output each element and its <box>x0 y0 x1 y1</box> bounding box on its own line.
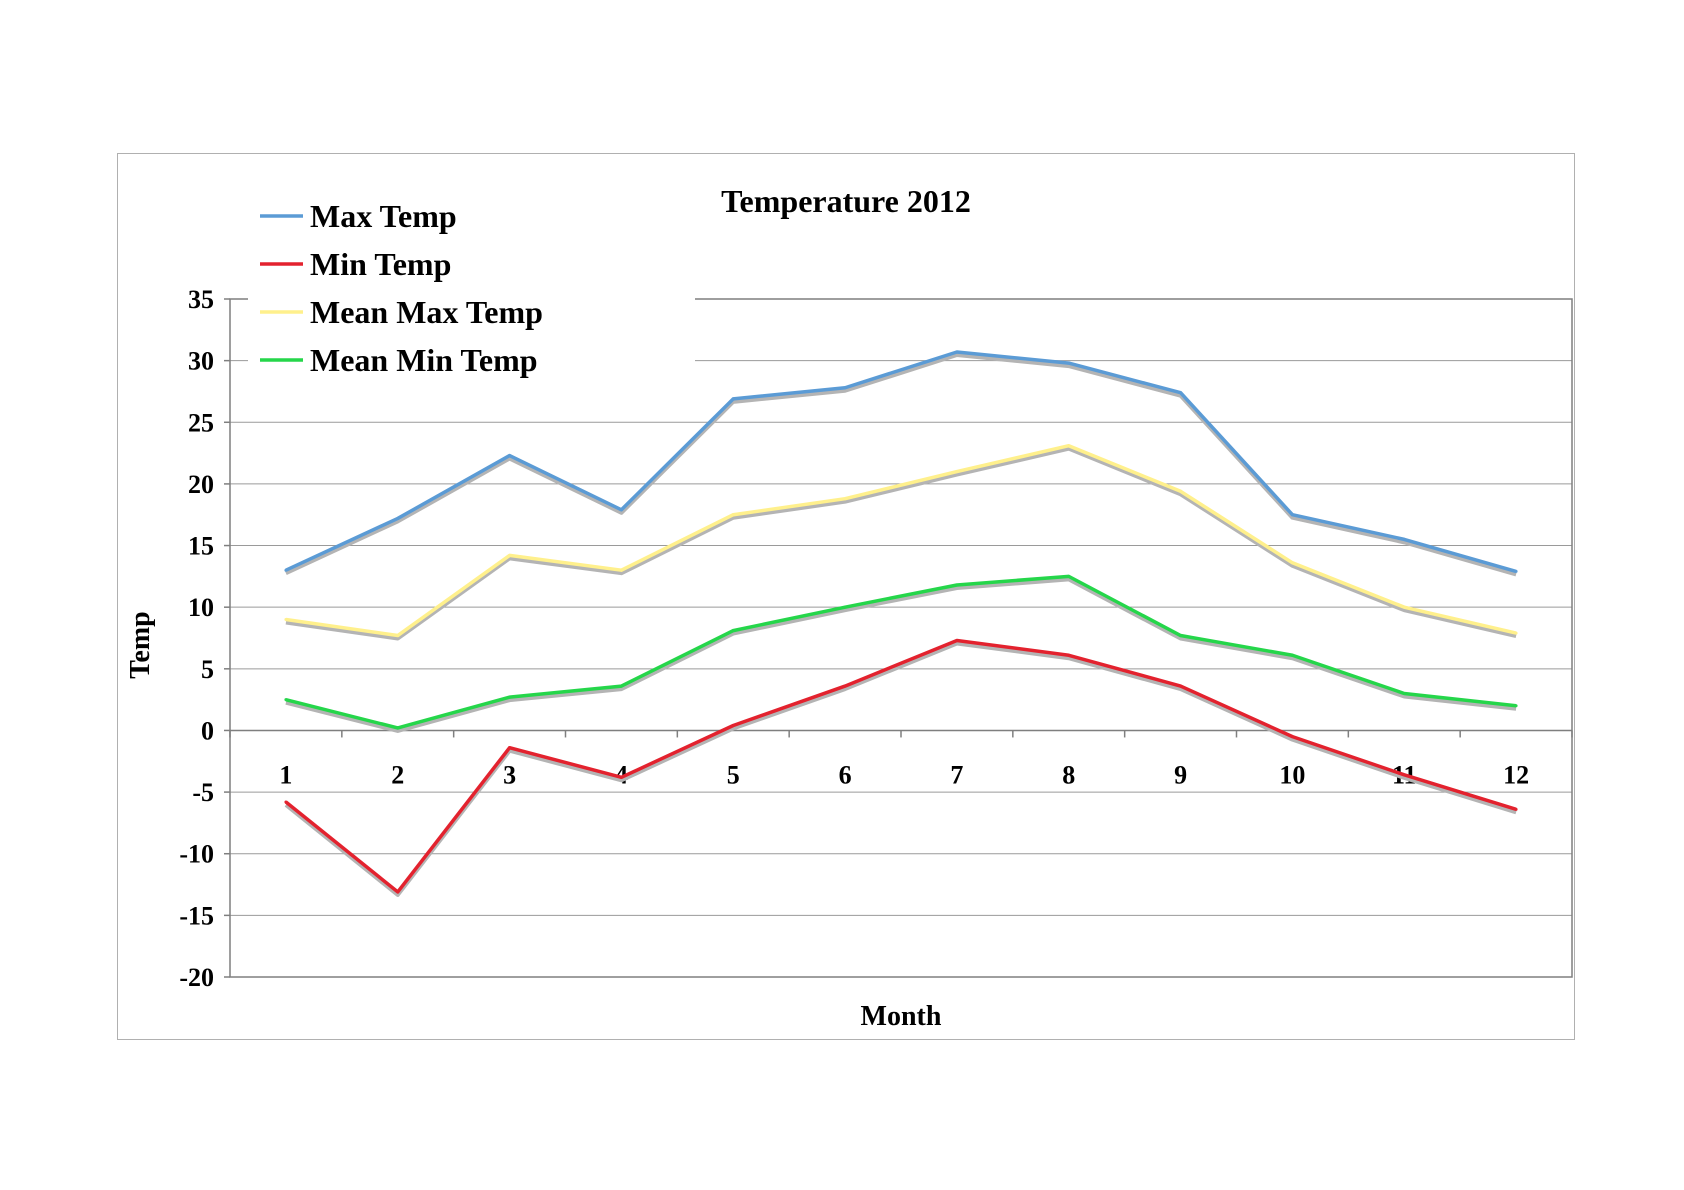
data-point <box>843 605 847 609</box>
x-tick-label: 10 <box>1279 760 1305 789</box>
legend: Max Temp Min Temp Mean Max Temp Mean Min Te… <box>248 184 695 378</box>
chart-title: Temperature 2012 <box>721 183 971 219</box>
series-shadow <box>284 641 1517 897</box>
data-point <box>396 516 400 520</box>
data-point <box>284 618 288 622</box>
data-point <box>508 695 512 699</box>
chart-frame: 35 30 25 20 15 10 5 0 -5 -10 -15 -20 1 2 3 4 5 6 7 8 9 10 11 1… <box>117 153 1575 1040</box>
data-point <box>396 726 400 730</box>
data-point <box>1179 634 1183 638</box>
legend-label: Max Temp <box>310 198 457 234</box>
series-shadow <box>285 446 1517 641</box>
series-line-mean-max-temp <box>285 443 1517 638</box>
data-point <box>619 568 623 572</box>
data-point <box>1067 361 1071 365</box>
series-shadow <box>285 577 1517 733</box>
y-tick-label: -20 <box>179 963 214 992</box>
data-point <box>508 746 512 750</box>
legend-label: Mean Min Temp <box>310 342 538 378</box>
y-tick-label: 0 <box>201 716 214 745</box>
data-point <box>843 497 847 501</box>
data-point <box>396 634 400 638</box>
data-point <box>508 553 512 557</box>
series-line-min-temp <box>284 638 1517 894</box>
data-point <box>1179 684 1183 688</box>
data-point <box>1067 444 1071 448</box>
x-tick-label: 3 <box>503 760 516 789</box>
legend-background <box>248 184 695 364</box>
data-point <box>284 800 288 804</box>
legend-label: Min Temp <box>310 246 451 282</box>
series-line-mean-min-temp <box>285 574 1517 730</box>
y-tick-labels: 35 30 25 20 15 10 5 0 -5 -10 -15 -20 <box>179 285 230 992</box>
legend-label: Mean Max Temp <box>310 294 543 330</box>
data-point <box>1514 631 1518 635</box>
x-tick-label: 5 <box>727 760 740 789</box>
data-point <box>955 470 959 474</box>
x-tick-label: 12 <box>1503 760 1529 789</box>
y-tick-label: 15 <box>188 532 214 561</box>
data-point <box>843 684 847 688</box>
data-point <box>1514 807 1518 811</box>
data-point <box>1290 735 1294 739</box>
data-point <box>1402 605 1406 609</box>
data-point <box>1402 773 1406 777</box>
data-point <box>1067 653 1071 657</box>
y-tick-label: -15 <box>179 901 214 930</box>
x-tick-label: 9 <box>1174 760 1187 789</box>
y-tick-label: -10 <box>179 840 214 869</box>
data-point <box>1179 391 1183 395</box>
zero-axis <box>229 729 1573 738</box>
data-point <box>508 454 512 458</box>
data-point <box>1402 537 1406 541</box>
data-point <box>731 397 735 401</box>
data-point <box>1402 691 1406 695</box>
x-tick-label: 1 <box>279 760 292 789</box>
gridlines <box>230 298 1572 978</box>
data-point <box>955 350 959 354</box>
data-point <box>1290 653 1294 657</box>
data-point <box>1514 569 1518 573</box>
x-axis-title: Month <box>861 1001 942 1032</box>
y-tick-label: 5 <box>201 655 214 684</box>
y-tick-label: 25 <box>188 408 214 437</box>
plot-area-border <box>229 298 1573 978</box>
data-point <box>843 386 847 390</box>
x-tick-label: 7 <box>950 760 963 789</box>
y-tick-label: 20 <box>188 470 214 499</box>
data-series <box>284 350 1518 897</box>
y-tick-label: 10 <box>188 593 214 622</box>
data-point <box>1067 574 1071 578</box>
data-point <box>619 684 623 688</box>
series-line-max-temp <box>285 350 1517 574</box>
data-point <box>1514 704 1518 708</box>
x-tick-label: 8 <box>1062 760 1075 789</box>
data-point <box>1290 513 1294 517</box>
y-tick-label: 35 <box>188 285 214 314</box>
data-point <box>619 775 623 779</box>
y-tick-label: -5 <box>192 778 214 807</box>
data-point <box>1290 561 1294 565</box>
data-point <box>955 583 959 587</box>
data-point <box>955 638 959 642</box>
data-point <box>1179 489 1183 493</box>
data-point <box>284 568 288 572</box>
y-tick-label: 30 <box>188 347 214 376</box>
data-point <box>731 629 735 633</box>
data-point <box>396 890 400 894</box>
data-point <box>731 513 735 517</box>
y-axis-title: Temp <box>125 611 156 678</box>
x-tick-label: 4 <box>615 760 628 789</box>
data-point <box>731 724 735 728</box>
x-tick-label: 2 <box>391 760 404 789</box>
x-tick-label: 6 <box>839 760 852 789</box>
data-point <box>619 508 623 512</box>
series-shadow <box>285 353 1517 577</box>
data-point <box>284 698 288 702</box>
x-tick-labels: 1 2 3 4 5 6 7 8 9 10 11 12 <box>279 760 1529 789</box>
